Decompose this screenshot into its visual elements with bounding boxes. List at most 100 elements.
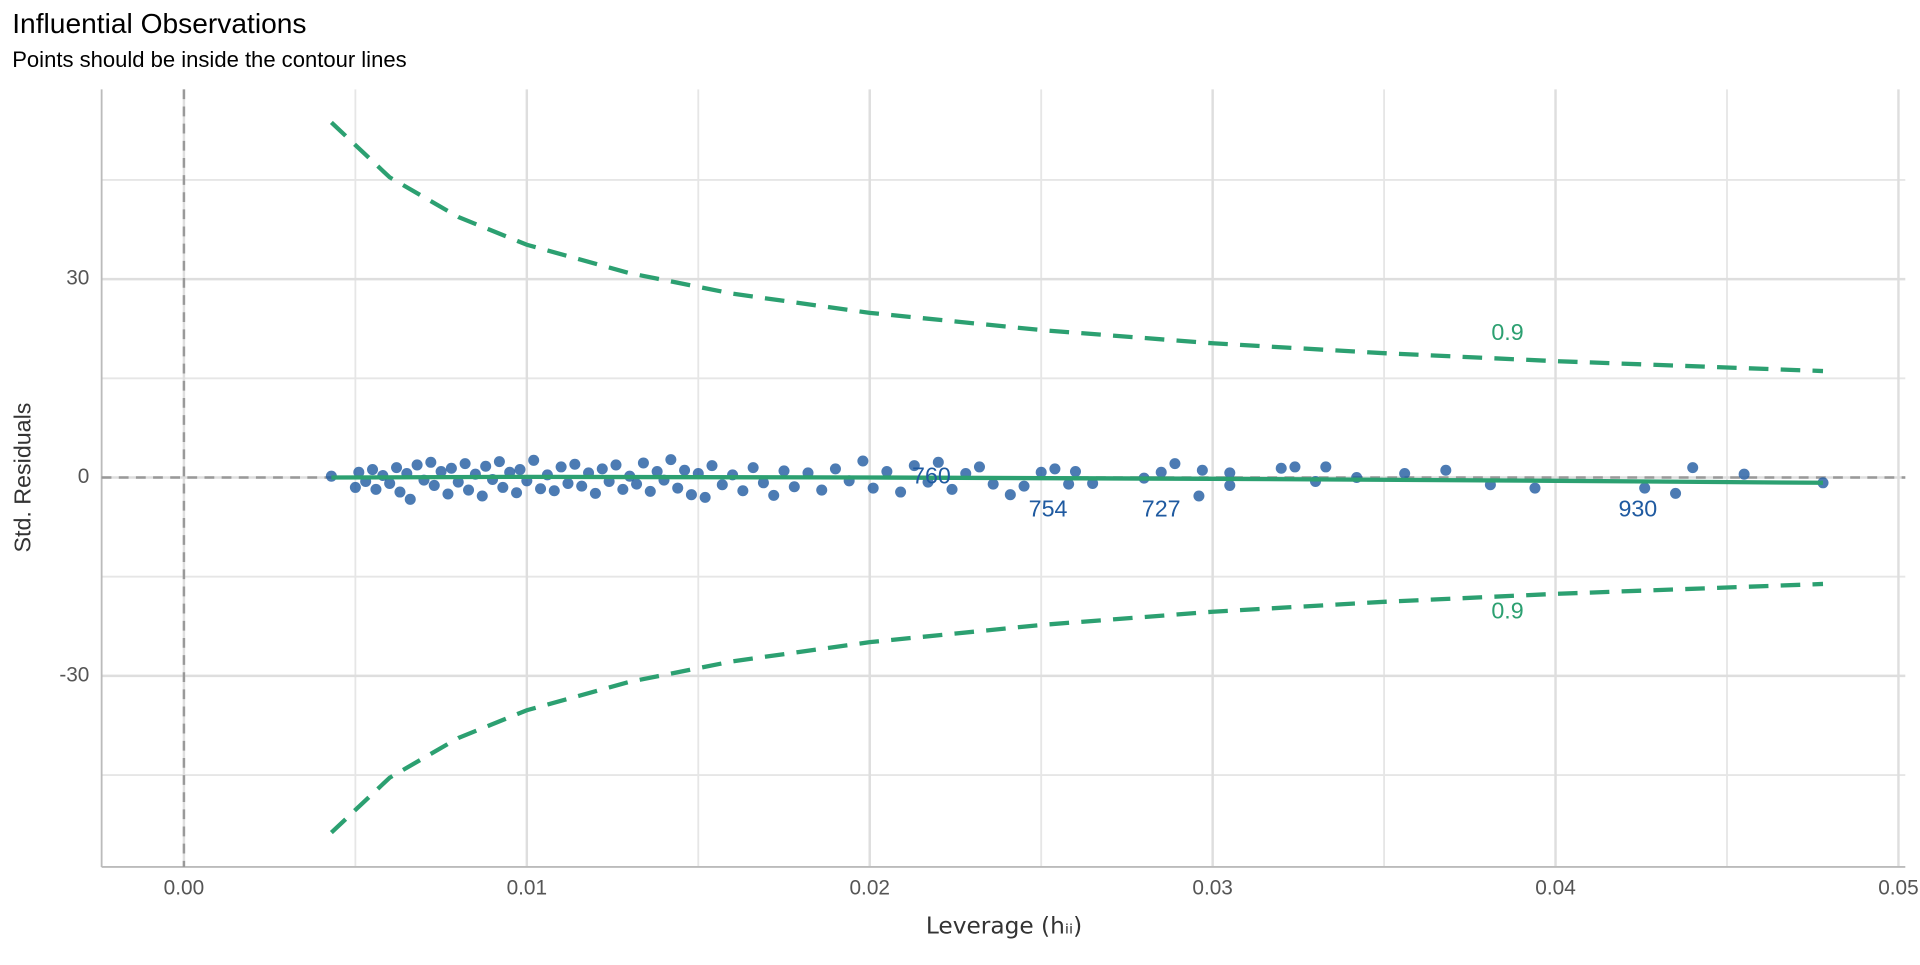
- data-point: [514, 464, 526, 476]
- contour-label: 0.9: [1491, 319, 1523, 345]
- data-point: [1196, 464, 1208, 476]
- data-point: [589, 487, 601, 499]
- data-point: [569, 458, 581, 470]
- data-point: [511, 487, 523, 499]
- point-label: 727: [1142, 496, 1181, 522]
- data-point: [442, 488, 454, 500]
- data-point: [946, 483, 958, 495]
- data-point: [1035, 466, 1047, 478]
- data-point: [1639, 482, 1651, 494]
- data-point: [493, 456, 505, 468]
- data-point: [778, 465, 790, 477]
- data-point: [747, 462, 759, 474]
- y-tick-label: -30: [59, 663, 89, 686]
- contour-line: [329, 120, 1824, 374]
- data-point: [384, 477, 396, 489]
- data-point: [973, 461, 985, 473]
- data-point: [1289, 461, 1301, 473]
- data-point: [737, 485, 749, 497]
- data-point: [1069, 466, 1081, 478]
- data-point: [576, 480, 588, 492]
- data-point: [644, 485, 656, 497]
- data-point: [816, 484, 828, 496]
- data-point: [1440, 464, 1452, 476]
- chart-title: Influential Observations: [12, 8, 306, 39]
- data-point: [463, 484, 475, 496]
- data-point: [651, 466, 663, 478]
- data-point: [428, 479, 440, 491]
- data-point: [1087, 477, 1099, 489]
- y-axis-label: Std. Residuals: [10, 403, 36, 553]
- data-point: [857, 455, 869, 467]
- data-point: [535, 483, 547, 495]
- data-point: [679, 464, 691, 476]
- y-tick-label: 30: [66, 267, 89, 290]
- data-point: [1004, 489, 1016, 501]
- data-point: [768, 489, 780, 501]
- data-point: [480, 460, 492, 472]
- data-point: [895, 486, 907, 498]
- data-point: [699, 491, 711, 503]
- data-point: [459, 458, 471, 470]
- data-point: [867, 482, 879, 494]
- data-point: [476, 490, 488, 502]
- data-point: [1687, 462, 1699, 474]
- data-point: [391, 462, 403, 474]
- data-point: [394, 486, 406, 498]
- data-point: [548, 485, 560, 497]
- data-point: [445, 462, 457, 474]
- x-tick-label: 0.04: [1535, 876, 1575, 899]
- data-point: [881, 466, 893, 478]
- fit-line: [331, 474, 1824, 485]
- data-point: [637, 457, 649, 469]
- data-point: [631, 478, 643, 490]
- data-point: [757, 477, 769, 489]
- data-point: [555, 461, 567, 473]
- x-tick-label: 0.00: [164, 876, 204, 899]
- chart-subtitle: Points should be inside the contour line…: [12, 47, 406, 72]
- data-point: [353, 466, 365, 478]
- y-tick-label: 0: [78, 465, 90, 488]
- data-point: [716, 479, 728, 491]
- data-point: [932, 456, 944, 468]
- point-label: 930: [1618, 496, 1657, 522]
- data-point: [596, 463, 608, 475]
- x-tick-label: 0.01: [507, 876, 547, 899]
- data-point: [1275, 462, 1287, 474]
- data-point: [411, 459, 423, 471]
- contour-label: 0.9: [1491, 598, 1523, 624]
- data-point: [1018, 480, 1030, 492]
- data-point: [1399, 468, 1411, 480]
- data-point: [497, 481, 509, 493]
- data-point: [435, 466, 447, 478]
- data-point: [685, 489, 697, 501]
- x-tick-label: 0.03: [1192, 876, 1232, 899]
- data-point: [1169, 458, 1181, 470]
- data-point: [829, 463, 841, 475]
- x-axis-label: Leverage (hᵢᵢ): [926, 912, 1082, 939]
- data-point: [404, 493, 416, 505]
- data-point: [367, 464, 379, 476]
- point-label: 754: [1029, 496, 1068, 522]
- data-point: [452, 476, 464, 488]
- data-point: [665, 454, 677, 466]
- point-label: 760: [912, 463, 951, 489]
- data-point: [370, 483, 382, 495]
- data-point: [908, 460, 920, 472]
- data-point: [1224, 467, 1236, 479]
- data-point: [425, 456, 437, 468]
- data-point: [1063, 478, 1075, 490]
- data-point: [1738, 468, 1750, 480]
- data-point: [987, 478, 999, 490]
- data-point: [1193, 490, 1205, 502]
- data-point: [1049, 463, 1061, 475]
- x-tick-label: 0.05: [1878, 876, 1918, 899]
- data-point: [1224, 479, 1236, 491]
- data-point: [562, 477, 574, 489]
- data-point: [706, 460, 718, 472]
- data-point: [1529, 482, 1541, 494]
- data-point: [1155, 466, 1167, 478]
- contour-line: [329, 581, 1824, 835]
- data-point: [1320, 461, 1332, 473]
